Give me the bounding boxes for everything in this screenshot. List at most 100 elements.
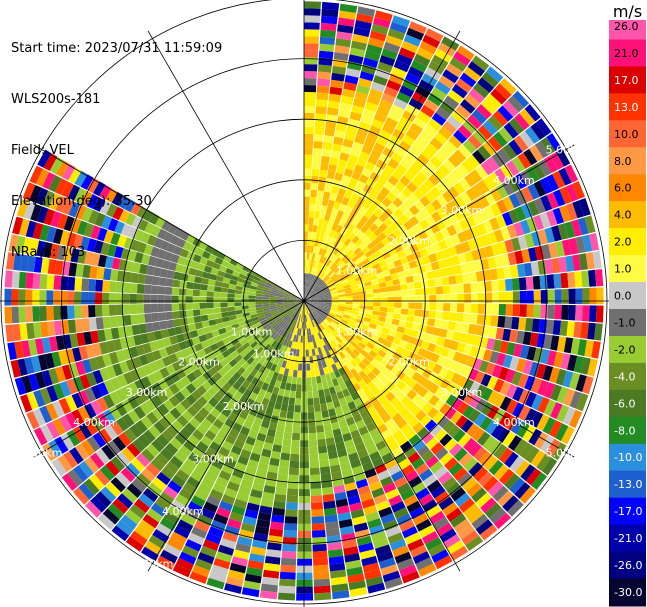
- velocity-gate: [308, 306, 314, 312]
- velocity-gate: [430, 223, 441, 234]
- velocity-gate: [275, 430, 284, 439]
- velocity-gate: [434, 491, 450, 505]
- velocity-gate: [114, 246, 124, 259]
- velocity-gate: [88, 278, 96, 292]
- velocity-gate: [218, 327, 227, 335]
- velocity-gate: [310, 298, 318, 301]
- velocity-gate: [406, 181, 418, 193]
- velocity-gate: [319, 396, 327, 405]
- velocity-gate: [14, 377, 27, 396]
- velocity-gate: [174, 432, 188, 445]
- velocity-gate: [477, 281, 485, 293]
- velocity-gate: [512, 90, 530, 108]
- velocity-gate: [380, 170, 392, 181]
- velocity-gate: [439, 452, 454, 466]
- velocity-gate: [420, 166, 433, 179]
- velocity-gate: [296, 313, 300, 321]
- velocity-gate: [403, 220, 414, 231]
- velocity-gate: [289, 362, 295, 370]
- velocity-gate: [324, 301, 332, 303]
- velocity-gate: [39, 224, 50, 241]
- velocity-gate: [336, 505, 350, 515]
- velocity-gate: [138, 493, 155, 508]
- velocity-gate: [240, 478, 253, 489]
- velocity-gate: [487, 405, 500, 420]
- velocity-gate: [390, 186, 402, 197]
- velocity-gate: [428, 310, 436, 319]
- velocity-gate: [290, 446, 300, 455]
- velocity-gate: [221, 311, 229, 318]
- velocity-gate: [185, 338, 194, 348]
- velocity-gate: [223, 363, 233, 372]
- velocity-gate: [379, 311, 387, 318]
- velocity-gate: [477, 431, 491, 446]
- velocity-gate: [399, 314, 408, 322]
- velocity-gate: [320, 466, 331, 475]
- colorbar-unit: m/s: [613, 2, 642, 21]
- velocity-gate: [322, 141, 333, 151]
- velocity-gate: [180, 398, 192, 410]
- velocity-gate: [141, 448, 155, 463]
- velocity-gate: [407, 336, 417, 345]
- velocity-gate: [373, 417, 385, 428]
- velocity-gate: [399, 256, 409, 265]
- velocity-gate: [331, 583, 349, 593]
- velocity-gate: [404, 470, 419, 483]
- velocity-gate: [83, 478, 100, 496]
- velocity-gate: [384, 242, 394, 251]
- velocity-gate: [331, 321, 338, 328]
- velocity-gate: [334, 327, 342, 334]
- velocity-gate: [398, 116, 413, 129]
- velocity-gate: [366, 305, 374, 311]
- velocity-gate: [304, 147, 313, 155]
- velocity-gate: [400, 423, 412, 435]
- velocity-gate: [304, 85, 317, 93]
- velocity-gate: [426, 271, 435, 280]
- velocity-gate: [476, 314, 485, 325]
- velocity-gate: [248, 307, 257, 312]
- velocity-gate: [569, 372, 581, 390]
- velocity-gate: [459, 218, 470, 231]
- velocity-gate: [331, 275, 339, 282]
- velocity-gate: [232, 371, 241, 381]
- velocity-gate: [420, 207, 431, 219]
- velocity-gate: [84, 403, 97, 419]
- velocity-gate: [373, 112, 387, 123]
- velocity-gate: [456, 283, 465, 294]
- velocity-gate: [313, 585, 331, 594]
- velocity-gate: [478, 451, 493, 466]
- velocity-gate: [123, 315, 132, 326]
- velocity-gate: [437, 415, 450, 429]
- velocity-gate: [446, 507, 463, 522]
- velocity-gate: [81, 278, 90, 292]
- velocity-gate: [366, 44, 383, 55]
- velocity-gate: [582, 305, 590, 322]
- velocity-gate: [331, 72, 345, 82]
- velocity-gate: [175, 557, 194, 571]
- velocity-gate: [253, 322, 262, 328]
- velocity-gate: [558, 256, 568, 273]
- velocity-gate: [499, 340, 509, 354]
- velocity-gate: [126, 443, 141, 458]
- velocity-gate: [375, 241, 385, 250]
- velocity-gate: [378, 222, 388, 232]
- velocity-gate: [345, 371, 354, 380]
- velocity-gate: [82, 359, 93, 374]
- velocity-gate: [444, 457, 458, 471]
- velocity-gate: [307, 280, 311, 288]
- velocity-gate: [160, 329, 170, 339]
- velocity-gate: [380, 386, 391, 397]
- velocity-gate: [269, 457, 280, 467]
- velocity-gate: [391, 152, 404, 164]
- velocity-gate: [304, 280, 307, 288]
- velocity-gate: [197, 349, 207, 359]
- velocity-gate: [166, 537, 184, 552]
- velocity-gate: [369, 451, 381, 462]
- velocity-gate: [90, 384, 103, 400]
- velocity-gate: [317, 295, 325, 298]
- velocity-gate: [270, 415, 279, 424]
- velocity-gate: [434, 48, 453, 63]
- velocity-gate: [342, 356, 350, 365]
- velocity-gate: [246, 413, 256, 424]
- velocity-gate: [388, 247, 397, 257]
